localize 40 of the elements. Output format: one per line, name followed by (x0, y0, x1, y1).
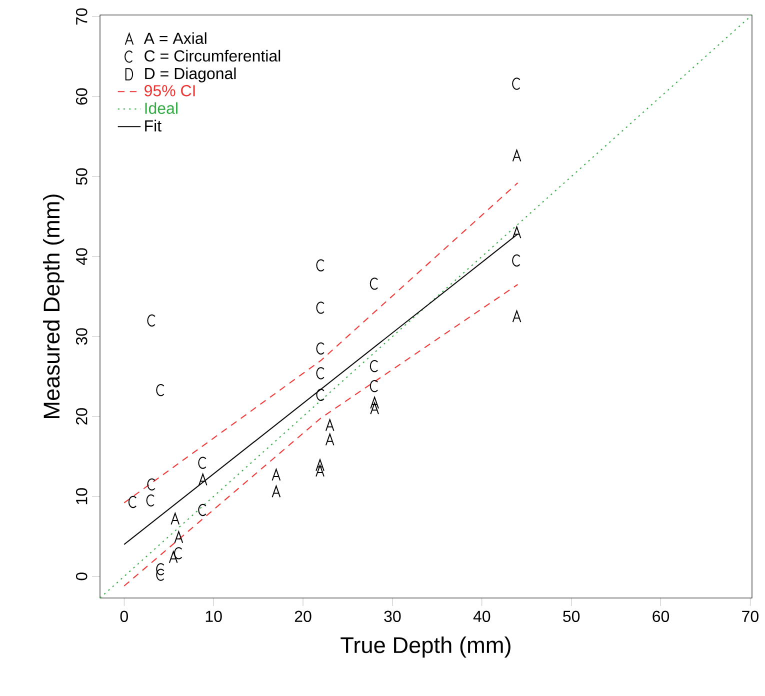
point (316, 459, 324, 472)
legend-label: A = Axial (144, 32, 206, 44)
legend-label: Ideal (145, 102, 178, 114)
legend-label: C = Circumferential (144, 50, 280, 62)
legend-label: 95% CI (144, 85, 195, 96)
x-tick-label: 0 (120, 610, 128, 622)
point (198, 474, 208, 486)
point (370, 278, 378, 290)
y-tick-label: 0 (76, 572, 88, 580)
legend-label: Fit (145, 120, 162, 132)
y-axis-title: Measured Depth (mm) (43, 194, 64, 418)
y-tick-label: 70 (76, 8, 88, 25)
point (512, 150, 522, 162)
point (370, 380, 378, 392)
y-tick-label: 60 (76, 88, 88, 105)
y-tick-label: 40 (76, 248, 88, 266)
x-tick-label: 40 (473, 610, 490, 622)
x-tick-label: 30 (384, 610, 401, 622)
point (272, 468, 281, 481)
y-tick-label: 10 (76, 488, 88, 504)
x-tick-label: 50 (563, 610, 580, 622)
x-axis-title: True Depth (mm) (340, 636, 510, 658)
x-tick-label: 10 (206, 610, 222, 622)
point (512, 310, 522, 323)
x-tick-label: 70 (742, 610, 758, 622)
y-tick-label: 30 (76, 328, 88, 345)
point (168, 551, 178, 564)
point (174, 531, 184, 544)
x-tick-label: 20 (294, 610, 312, 622)
point (370, 360, 378, 372)
point (325, 419, 334, 432)
legend-label: D = Diagonal (145, 67, 236, 82)
point (370, 396, 379, 409)
x-tick-label: 60 (652, 610, 670, 622)
point (272, 486, 281, 498)
point (325, 434, 334, 446)
point (170, 512, 180, 525)
point (316, 464, 324, 477)
y-tick-label: 50 (76, 168, 88, 185)
y-tick-label: 20 (76, 408, 88, 425)
